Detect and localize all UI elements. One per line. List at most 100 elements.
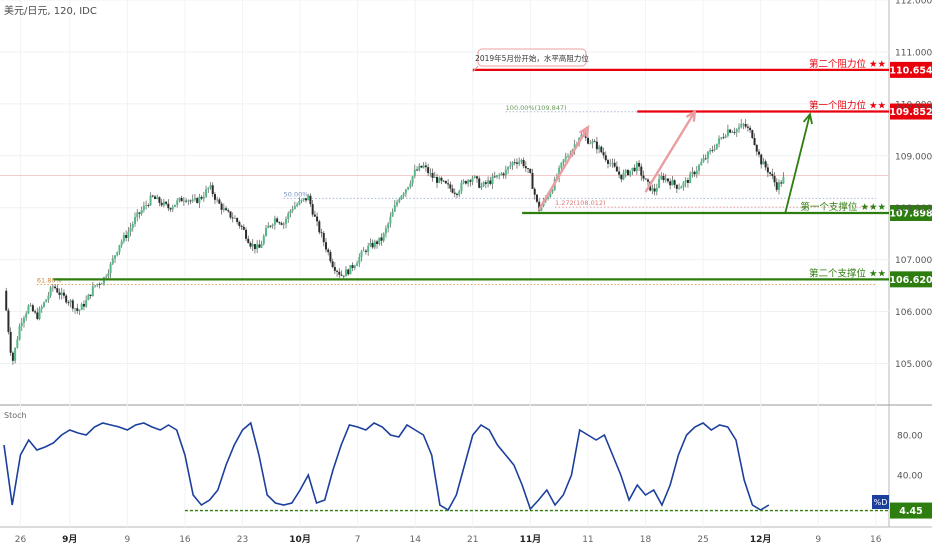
candle-body xyxy=(598,146,601,150)
candle-body xyxy=(151,195,154,197)
header-interval: 120 xyxy=(54,6,73,17)
candle-body xyxy=(218,199,221,204)
candle-body xyxy=(602,152,605,156)
candle-body xyxy=(473,176,476,178)
candle-body xyxy=(196,198,199,203)
candle-body xyxy=(42,302,45,307)
arrow-shaft xyxy=(644,111,696,193)
candle-body xyxy=(662,176,665,181)
candle-body xyxy=(713,149,716,151)
candle-body xyxy=(733,132,736,133)
candle-body xyxy=(67,302,70,304)
candle-body xyxy=(162,201,165,206)
candle-body xyxy=(407,187,410,190)
candle-body xyxy=(324,242,327,250)
chart-symbol[interactable]: 美元/日元, 120, IDC xyxy=(4,4,97,17)
candle-body xyxy=(504,169,507,176)
candle-body xyxy=(527,168,530,170)
candle-body xyxy=(247,238,250,243)
candle-body xyxy=(27,305,30,314)
candle-body xyxy=(240,225,243,227)
candle-body xyxy=(396,201,399,206)
candle-body xyxy=(327,249,330,253)
candle-body xyxy=(680,186,683,189)
date-tick-label: 23 xyxy=(237,535,248,545)
candle-body xyxy=(309,195,312,205)
candle-body xyxy=(338,271,341,275)
candle-body xyxy=(689,173,692,183)
fib-label: 100.00%(109.847) xyxy=(506,104,567,112)
candle-body xyxy=(178,197,181,201)
candle-body xyxy=(644,178,647,180)
candle-body xyxy=(731,132,734,133)
candle-body xyxy=(344,269,347,277)
candle-body xyxy=(149,195,152,206)
candle-body xyxy=(735,129,738,133)
candle-body xyxy=(393,205,396,212)
candle-body xyxy=(746,126,749,128)
candle-body xyxy=(724,135,727,138)
candle-body xyxy=(18,326,21,340)
level-price-text: 109.852 xyxy=(889,107,932,118)
candle-body xyxy=(764,161,767,168)
candle-body xyxy=(373,241,376,248)
candle-body xyxy=(36,312,39,320)
candle-body xyxy=(675,184,678,189)
candle-body xyxy=(678,188,681,190)
projection-arrows xyxy=(472,65,813,214)
candle-body xyxy=(329,252,332,262)
candle-body xyxy=(633,167,636,172)
candle-body xyxy=(522,160,525,167)
candle-body xyxy=(606,160,609,164)
candle-body xyxy=(105,276,108,278)
candle-body xyxy=(440,177,443,181)
stoch-series-badge xyxy=(872,495,889,509)
candle-body xyxy=(54,286,57,289)
candle-body xyxy=(635,162,638,172)
candle-body xyxy=(669,181,672,186)
date-tick-label: 11 xyxy=(582,535,593,545)
candle-body xyxy=(211,185,214,195)
stoch-value-badge xyxy=(890,502,932,519)
candle-body xyxy=(718,138,721,144)
candle-body xyxy=(58,292,61,296)
candle-body xyxy=(282,223,285,225)
candle-body xyxy=(45,299,48,303)
candle-body xyxy=(489,180,492,184)
date-tick-label: 16 xyxy=(179,535,191,545)
candle-body xyxy=(116,251,119,256)
candle-body xyxy=(595,141,598,150)
candle-body xyxy=(198,196,201,203)
candle-body xyxy=(455,193,458,195)
candle-body xyxy=(591,141,594,144)
candle-body xyxy=(378,237,381,244)
candle-body xyxy=(429,173,432,174)
candle-body xyxy=(629,170,632,176)
note-callout[interactable]: 2019年5月份开始，水平高阻力位 xyxy=(475,48,589,67)
candle-body xyxy=(114,255,117,259)
candle-body xyxy=(91,286,94,296)
candle-body xyxy=(291,208,294,211)
candle-body xyxy=(775,182,778,190)
candle-body xyxy=(158,197,161,203)
candle-body xyxy=(49,287,52,296)
candle-body xyxy=(513,162,516,164)
candle-body xyxy=(706,151,709,159)
candle-body xyxy=(640,166,643,176)
candle-body xyxy=(500,173,503,175)
candle-body xyxy=(631,167,634,171)
candle-body xyxy=(125,235,128,238)
candle-body xyxy=(316,216,319,222)
candle-body xyxy=(185,200,188,202)
candle-body xyxy=(529,169,532,173)
axes: 105.000 106.000 107.000 108.000 109.000 110.0… xyxy=(15,0,932,545)
candle-body xyxy=(269,225,272,227)
candle-body xyxy=(258,244,261,248)
candle-body xyxy=(5,290,8,311)
candle-body xyxy=(413,169,416,177)
candle-body xyxy=(409,183,412,188)
candle-body xyxy=(684,180,687,183)
candle-body xyxy=(222,208,225,210)
support-resistance-levels[interactable]: 第二个阻力位 ★★110.654 第一个阻力位 ★★109.852 第一个支撑位 ★… xyxy=(53,58,932,288)
